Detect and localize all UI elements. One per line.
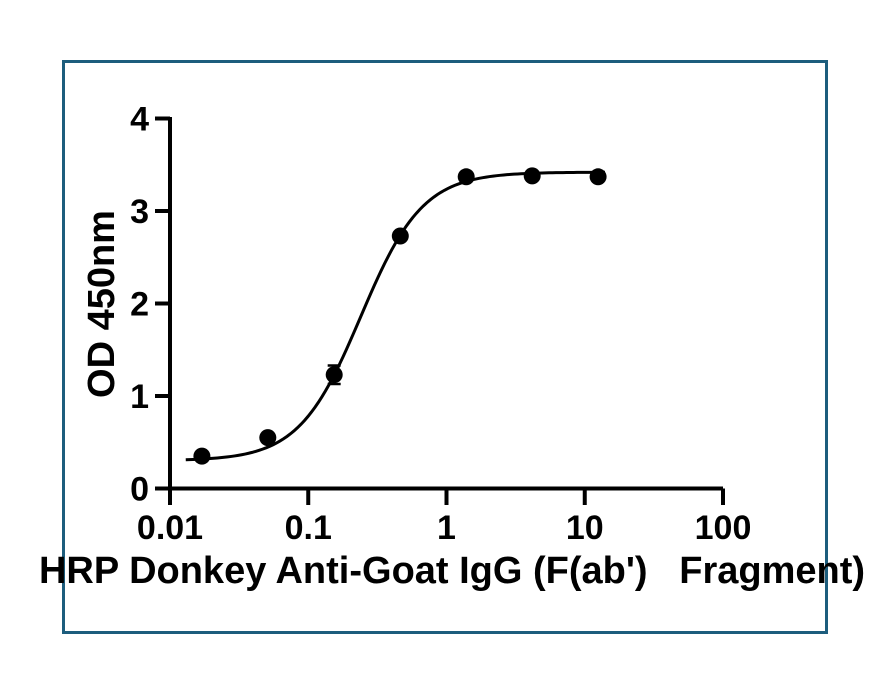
x-tick-label: 1 bbox=[437, 509, 456, 547]
data-point bbox=[391, 227, 409, 245]
x-tick-label: 0.1 bbox=[285, 509, 332, 547]
x-tick-label: 100 bbox=[695, 509, 752, 547]
y-axis-title: OD 450nm bbox=[81, 210, 123, 398]
fit-curve bbox=[185, 170, 605, 462]
x-tick-label: 10 bbox=[566, 509, 604, 547]
data-point bbox=[259, 429, 277, 447]
y-tick-label: 3 bbox=[130, 193, 149, 231]
data-point bbox=[589, 168, 607, 186]
data-point bbox=[457, 168, 475, 186]
chart-frame bbox=[62, 60, 828, 634]
y-tick-label: 2 bbox=[130, 286, 149, 324]
y-tick-label: 1 bbox=[130, 378, 149, 416]
x-axis-title: HRP Donkey Anti-Goat IgG (F(ab') Fragmen… bbox=[38, 550, 866, 592]
data-point bbox=[325, 366, 343, 384]
data-point bbox=[193, 447, 211, 465]
y-tick-label: 4 bbox=[130, 101, 149, 139]
data-point bbox=[523, 167, 541, 185]
x-tick-label: 0.01 bbox=[137, 509, 203, 547]
y-tick-label: 0 bbox=[130, 471, 149, 509]
